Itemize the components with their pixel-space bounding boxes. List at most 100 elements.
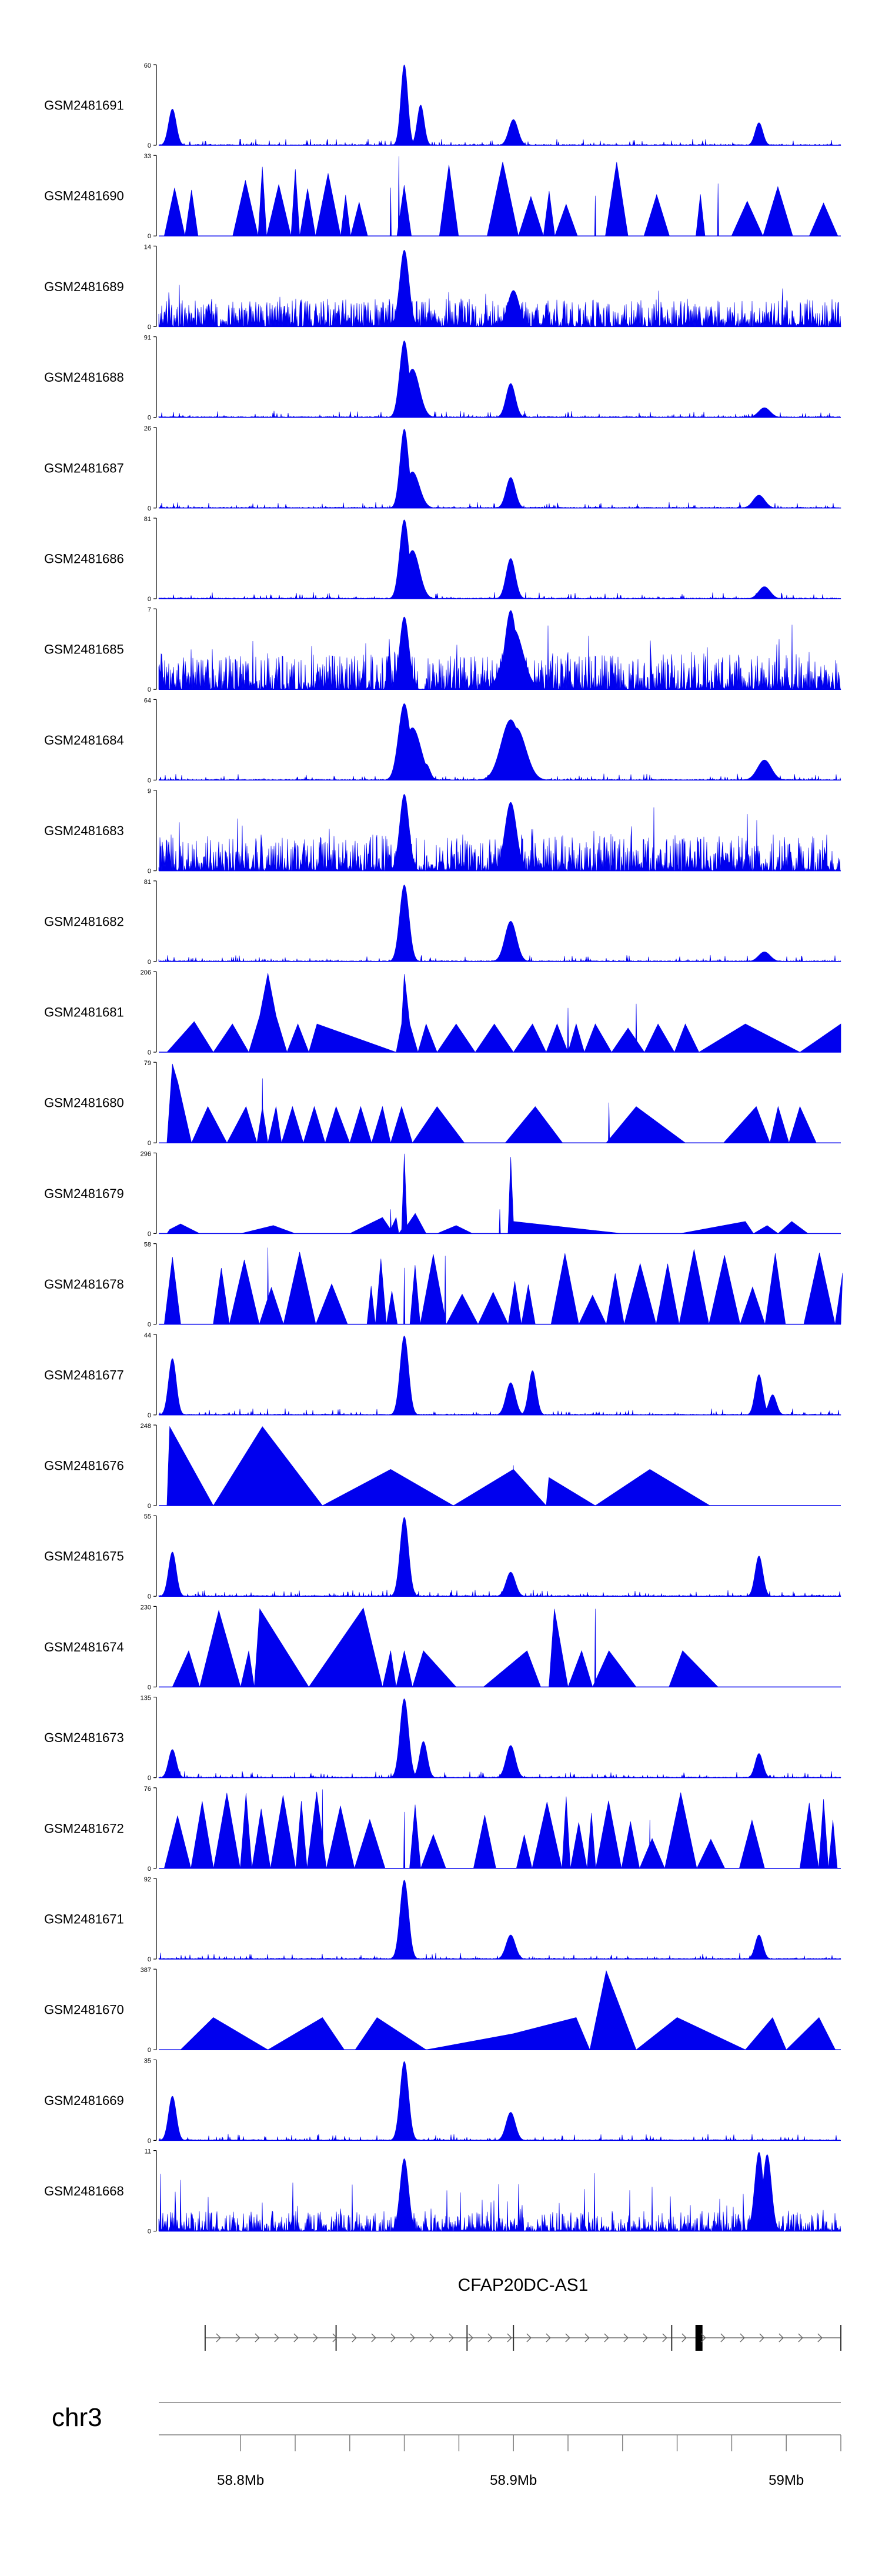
track-GSM2481685: GSM2481685 7 0	[44, 606, 841, 693]
strand-arrow	[720, 2333, 726, 2343]
y-min-label: 0	[148, 415, 151, 422]
y-min-label: 0	[148, 1684, 151, 1691]
y-min-label: 0	[148, 596, 151, 603]
track-label: GSM2481677	[44, 1367, 124, 1382]
y-max-label: 58	[144, 1242, 151, 1249]
strand-arrow	[681, 2333, 687, 2343]
signal-area	[166, 973, 841, 1053]
track-label: GSM2481672	[44, 1821, 124, 1836]
track-label: GSM2481682	[44, 914, 124, 929]
y-min-label: 0	[148, 1775, 151, 1782]
signal-area	[158, 2151, 841, 2232]
y-max-label: 60	[144, 62, 151, 69]
strand-arrow	[449, 2333, 454, 2343]
strand-arrow	[293, 2333, 299, 2343]
track-GSM2481690: GSM2481690 33 0	[44, 153, 841, 240]
signal-area	[159, 156, 841, 237]
y-min-label: 0	[148, 868, 151, 875]
y-min-label: 0	[148, 686, 151, 693]
y-max-label: 296	[141, 1150, 151, 1157]
strand-arrow	[429, 2333, 435, 2343]
track-GSM2481691: GSM2481691 60 0	[44, 62, 841, 149]
y-max-label: 81	[144, 516, 151, 523]
y-min-label: 0	[148, 1412, 151, 1419]
strand-arrow	[313, 2333, 318, 2343]
track-GSM2481672: GSM2481672 76 0	[44, 1786, 841, 1873]
y-max-label: 387	[141, 1967, 151, 1974]
track-label: GSM2481673	[44, 1730, 124, 1745]
axis-tick-label: 58.8Mb	[217, 2472, 264, 2488]
y-min-label: 0	[148, 1593, 151, 1600]
y-max-label: 76	[144, 1786, 151, 1793]
signal-area	[158, 794, 841, 872]
y-min-label: 0	[148, 1956, 151, 1963]
track-GSM2481669: GSM2481669 35 0	[44, 2057, 841, 2144]
track-GSM2481677: GSM2481677 44 0	[44, 1332, 842, 1419]
signal-area	[158, 1699, 841, 1778]
y-min-label: 0	[148, 777, 151, 784]
strand-arrow	[643, 2333, 648, 2343]
genome-axis: chr3 58.8Mb 58.9Mb 59Mb	[52, 2402, 841, 2488]
y-min-label: 0	[148, 1322, 151, 1329]
track-label: GSM2481691	[44, 98, 124, 113]
track-label: GSM2481689	[44, 279, 124, 294]
track-GSM2481670: GSM2481670 387 0	[44, 1967, 841, 2054]
y-max-label: 33	[144, 153, 151, 160]
strand-arrow	[779, 2333, 784, 2343]
signal-area	[158, 64, 841, 146]
strand-arrow	[604, 2333, 609, 2343]
y-min-label: 0	[148, 959, 151, 966]
chromosome-label: chr3	[52, 2403, 102, 2432]
y-min-label: 0	[148, 505, 151, 512]
track-label: GSM2481668	[44, 2184, 124, 2198]
track-label: GSM2481688	[44, 370, 124, 385]
track-GSM2481686: GSM2481686 81 0	[44, 516, 841, 603]
y-max-label: 9	[148, 788, 151, 795]
y-max-label: 230	[141, 1604, 151, 1611]
track-label: GSM2481670	[44, 2003, 124, 2017]
signal-area	[158, 341, 841, 418]
track-GSM2481679: GSM2481679 296 0	[44, 1150, 841, 1237]
strand-arrow	[235, 2333, 240, 2343]
track-label: GSM2481683	[44, 823, 124, 838]
track-GSM2481673: GSM2481673 135 0	[44, 1695, 841, 1782]
strand-arrow	[216, 2333, 221, 2343]
signal-area	[166, 1063, 817, 1144]
gene-track: CFAP20DC-AS1	[204, 2275, 841, 2351]
signal-area	[166, 1970, 836, 2051]
strand-arrow	[255, 2333, 260, 2343]
strand-arrow	[565, 2333, 570, 2343]
y-max-label: 81	[144, 879, 151, 886]
y-max-label: 64	[144, 697, 151, 704]
y-min-label: 0	[148, 2137, 151, 2144]
signal-area	[158, 429, 842, 509]
signal-area	[158, 885, 841, 962]
track-GSM2481681: GSM2481681 206 0	[44, 969, 841, 1056]
track-label: GSM2481678	[44, 1277, 124, 1292]
gene-label: CFAP20DC-AS1	[458, 2275, 589, 2295]
y-max-label: 135	[141, 1695, 151, 1702]
signal-area	[158, 1336, 842, 1416]
track-GSM2481674: GSM2481674 230 0	[44, 1604, 841, 1691]
track-GSM2481688: GSM2481688 91 0	[44, 335, 841, 422]
track-label: GSM2481674	[44, 1640, 124, 1654]
strand-arrow	[390, 2333, 396, 2343]
strand-arrow	[274, 2333, 279, 2343]
strand-arrow	[662, 2333, 667, 2343]
y-max-label: 44	[144, 1332, 151, 1339]
strand-arrow	[740, 2333, 745, 2343]
y-min-label: 0	[148, 323, 151, 331]
y-max-label: 248	[141, 1423, 151, 1430]
y-max-label: 79	[144, 1060, 151, 1067]
track-label: GSM2481685	[44, 642, 124, 657]
signal-area	[158, 519, 841, 599]
y-max-label: 92	[144, 1876, 151, 1883]
track-label: GSM2481680	[44, 1096, 124, 1110]
y-max-label: 35	[144, 2057, 151, 2064]
signal-area	[158, 703, 841, 781]
track-label: GSM2481687	[44, 461, 124, 475]
strand-arrow	[546, 2333, 551, 2343]
signal-area	[172, 1607, 787, 1688]
track-GSM2481668: GSM2481668 11 0	[44, 2148, 841, 2235]
